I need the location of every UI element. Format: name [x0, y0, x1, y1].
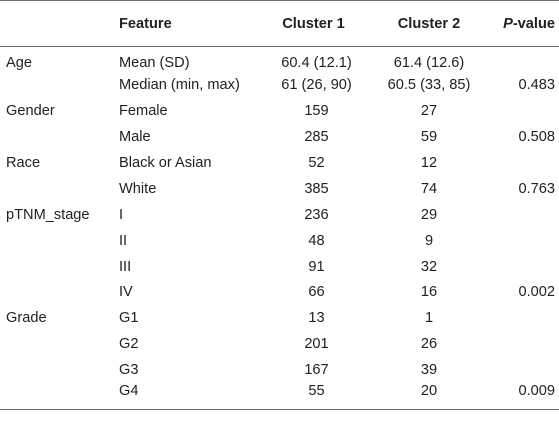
header-feature: Feature: [113, 0, 253, 47]
feature-cell: III: [119, 258, 132, 275]
cluster2-cell: 61.4 (12.6): [393, 54, 465, 71]
table-row: Age Mean (SD) 60.4 (12.1) 61.4 (12.6): [0, 47, 559, 73]
feature-cell: G2: [119, 336, 139, 353]
cluster1-cell: 48: [308, 232, 325, 249]
pvalue-cell: [484, 357, 559, 383]
variable-cell: [0, 357, 113, 383]
cluster1-cell: 285: [304, 129, 329, 146]
feature-cell: White: [119, 180, 157, 197]
cluster2-cell: 26: [420, 336, 438, 353]
feature-cell: Median (min, max): [119, 77, 240, 94]
table-row: Race Black or Asian 52 12: [0, 150, 559, 176]
pvalue-cell: [484, 47, 559, 73]
pvalue-cell: 0.508: [518, 129, 555, 146]
cluster2-cell: 32: [420, 258, 438, 275]
table-row: G2 201 26: [0, 331, 559, 357]
pvalue-cell: [484, 331, 559, 357]
cluster2-cell: 74: [420, 180, 438, 197]
cluster1-cell: 66: [308, 284, 325, 301]
variable-cell: Gender: [6, 103, 55, 120]
pvalue-cell: 0.002: [518, 284, 555, 301]
table-row: G4 55 20 0.009: [0, 383, 559, 411]
table-body: Age Mean (SD) 60.4 (12.1) 61.4 (12.6) Median…: [0, 47, 559, 411]
feature-cell: IV: [119, 284, 133, 301]
feature-cell: Female: [119, 103, 168, 120]
cluster1-cell: 385: [304, 180, 329, 197]
cluster1-cell: 52: [308, 155, 325, 171]
variable-cell: pTNM_stage: [6, 206, 90, 223]
header-cluster1: Cluster 1: [253, 0, 374, 47]
cluster1-cell: 167: [304, 362, 329, 379]
table-row: G3 167 39: [0, 357, 559, 383]
variable-cell: [0, 280, 113, 306]
pvalue-cell: 0.009: [484, 383, 559, 411]
feature-cell: Mean (SD): [119, 54, 190, 71]
feature-cell: Black or Asian: [119, 155, 212, 171]
cluster2-cell: 60.5 (33, 85): [387, 77, 471, 94]
pvalue-cell: [484, 150, 559, 176]
feature-cell: G3: [119, 362, 139, 379]
pvalue-cell: [484, 202, 559, 228]
feature-cell: G4: [113, 383, 253, 411]
table-row: Median (min, max) 61 (26, 90) 60.5 (33, 85…: [0, 72, 559, 98]
table-header: Feature Cluster 1 Cluster 2 P-value: [0, 0, 559, 47]
cluster2-cell: 1: [424, 310, 434, 327]
cluster1-cell: 91: [308, 258, 325, 275]
variable-cell: Age: [6, 54, 32, 71]
feature-cell: II: [119, 232, 128, 249]
pvalue-cell: [484, 254, 559, 280]
pvalue-cell: 0.483: [518, 77, 555, 94]
header-row: Feature Cluster 1 Cluster 2 P-value: [0, 0, 559, 47]
header-cluster2: Cluster 2: [374, 0, 484, 47]
variable-cell: Grade: [6, 310, 47, 327]
table-row: Male 285 59 0.508: [0, 124, 559, 150]
cluster-comparison-table: Feature Cluster 1 Cluster 2 P-value Age M…: [0, 0, 559, 411]
cluster2-cell: 59: [420, 129, 438, 146]
variable-cell: [0, 383, 113, 411]
cluster1-cell: 201: [304, 336, 329, 353]
cluster2-cell: 27: [420, 103, 438, 120]
cluster1-cell: 159: [304, 103, 329, 120]
cluster1-cell: 61 (26, 90): [281, 77, 352, 94]
variable-cell: [0, 331, 113, 357]
table-row: Grade G1 13 1: [0, 305, 559, 331]
cluster2-cell: 39: [420, 362, 438, 379]
cluster2-cell: 29: [420, 206, 438, 223]
table-row: III 91 32: [0, 254, 559, 280]
cluster2-cell: 16: [420, 284, 438, 301]
table-row: II 48 9: [0, 228, 559, 254]
cluster1-cell: 60.4 (12.1): [281, 54, 352, 71]
cluster1-cell: 13: [308, 310, 325, 327]
header-pvalue-italic: P: [503, 15, 513, 32]
variable-cell: Race: [6, 155, 41, 171]
table-row: Gender Female 159 27: [0, 98, 559, 124]
variable-cell: [0, 254, 113, 280]
variable-cell: [0, 228, 113, 254]
cluster2-cell: 20: [374, 383, 484, 411]
feature-cell: I: [119, 206, 124, 223]
header-variable: [0, 0, 113, 47]
pvalue-cell: 0.763: [518, 180, 555, 197]
cluster2-cell: 9: [424, 232, 434, 249]
variable-cell: [0, 124, 113, 150]
cluster2-cell: 12: [420, 155, 438, 171]
variable-cell: [0, 176, 113, 202]
table-row: pTNM_stage I 236 29: [0, 202, 559, 228]
pvalue-cell: [484, 228, 559, 254]
cluster1-cell: 236: [304, 206, 329, 223]
header-pvalue-suffix: -value: [512, 15, 555, 32]
variable-cell: [0, 72, 113, 98]
feature-cell: G1: [119, 310, 139, 327]
pvalue-cell: [484, 305, 559, 331]
table-row: White 385 74 0.763: [0, 176, 559, 202]
table-row: IV 66 16 0.002: [0, 280, 559, 306]
pvalue-cell: [484, 98, 559, 124]
header-pvalue: P-value: [484, 0, 559, 47]
cluster1-cell: 55: [253, 383, 374, 411]
feature-cell: Male: [119, 129, 151, 146]
